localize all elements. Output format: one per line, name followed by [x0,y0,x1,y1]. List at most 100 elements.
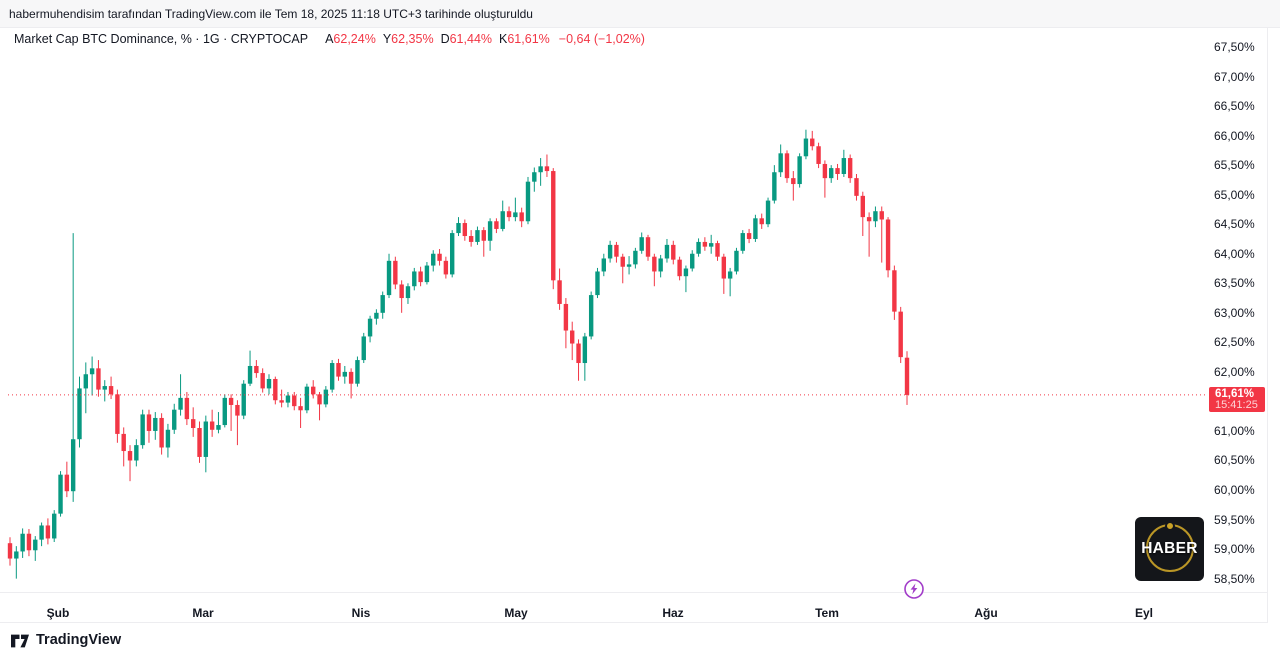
candle-body [222,397,227,426]
candle-body [102,386,107,390]
candle-body [140,414,145,446]
candlestick-chart[interactable] [0,0,1280,622]
candle-body [285,395,291,403]
candle-body [329,363,335,390]
price-axis-label: 59,00% [1214,542,1255,557]
candle-body [468,236,474,242]
candle-body [52,513,57,539]
candle-body [266,378,272,389]
candle-body [437,253,442,261]
time-axis-label: Şub [46,606,70,620]
candle-body [544,166,550,172]
price-axis-right-border [1267,28,1268,623]
candle-body [803,138,809,157]
candle-body [197,428,202,457]
candle-body [20,533,25,552]
candle-body [847,158,853,179]
candle-body [892,270,897,312]
candle-body [601,258,606,272]
candle-body [273,378,278,401]
candle-body [336,363,341,377]
candle-body [342,371,348,377]
candle-body [127,451,133,461]
candle-body [563,303,569,331]
candle-body [456,223,461,234]
candle-body [582,336,588,364]
candle-body [412,271,417,287]
last-price-value: 61,61% [1215,387,1255,400]
price-axis-label: 62,00% [1214,364,1255,379]
candle-body [386,260,392,296]
candle-body [841,158,847,175]
candle-body [70,439,76,492]
candle-body [506,211,512,218]
candle-body [626,264,632,267]
candle-body [165,429,171,448]
candle-body [570,330,575,344]
ohlc-open: A62,24% [325,32,376,46]
ohlc-close: K61,61% [499,32,550,46]
price-axis-label: 63,50% [1214,276,1255,291]
candle-body [614,244,619,257]
candle-body [108,386,114,395]
candle-body [708,243,714,247]
price-axis-label: 67,00% [1214,69,1255,84]
time-axis-label: Ağu [974,606,998,620]
candle-body [620,256,625,267]
candle-body [551,171,556,281]
price-axis-label: 64,50% [1214,217,1255,232]
candle-body [866,217,872,222]
candle-body [374,312,379,319]
candle-body [727,271,733,279]
candle-body [33,539,38,551]
candle-body [355,360,360,384]
candle-body [658,258,663,272]
candle-body [172,409,177,430]
candle-body [791,178,796,185]
change-value: −0,64 (−1,02%) [558,32,645,46]
candle-body [690,253,695,269]
candle-body [702,241,708,247]
tradingview-brand[interactable]: TradingView [10,632,121,648]
candle-body [835,168,840,175]
time-axis-label: May [504,606,528,620]
candle-body [311,386,316,395]
candle-body [449,233,455,275]
candle-body [487,221,493,241]
candle-body [77,388,82,440]
symbol-legend: Market Cap BTC Dominance, % · 1G · CRYPT… [14,31,645,47]
candle-body [39,525,44,540]
candle-body [475,230,480,242]
candle-body [235,404,240,416]
candle-body [696,241,701,254]
price-axis-label: 65,50% [1214,158,1255,173]
candle-body [829,168,834,179]
candle-body [146,414,152,431]
candle-body [898,311,903,358]
candle-body [317,394,322,405]
time-axis-label: Tem [815,606,839,620]
haber-logo-text: HABER [1141,540,1198,557]
candle-body [178,397,183,410]
candle-body [367,318,373,337]
candle-body [885,219,891,271]
candle-body [557,280,562,304]
candle-body [810,138,815,147]
candle-body [393,260,398,285]
candle-body [525,181,531,222]
candle-body [538,166,543,173]
flash-icon[interactable] [903,578,925,600]
candle-body [715,243,720,257]
candle-body [431,253,436,266]
candle-body [633,250,638,265]
candle-body [260,373,265,389]
candle-body [519,212,524,222]
candle-body [203,421,209,457]
candle-body [879,211,884,220]
price-axis-label: 63,00% [1214,305,1255,320]
price-axis-label: 67,50% [1214,40,1255,54]
candle-body [759,218,764,225]
candle-body [683,268,689,277]
candle-body [96,368,101,390]
